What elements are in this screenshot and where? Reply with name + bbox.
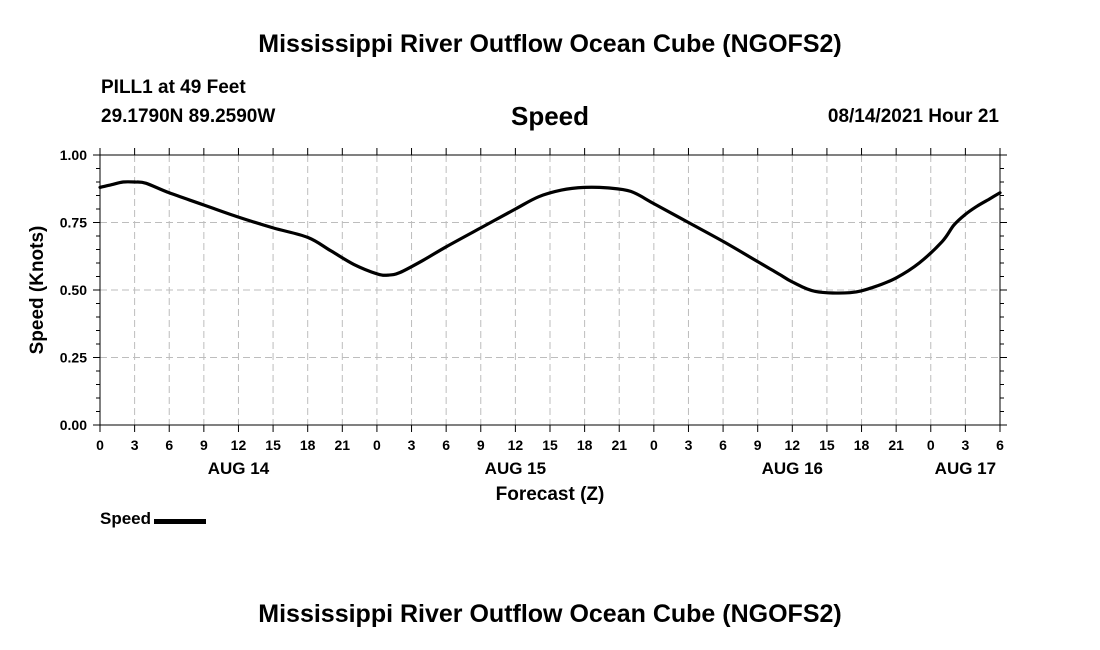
x-tick-label: 6 — [996, 437, 1004, 453]
x-tick-label: 18 — [577, 437, 593, 453]
datetime-label: 08/14/2021 Hour 21 — [827, 106, 999, 127]
x-tick-label: 18 — [300, 437, 316, 453]
legend-swatch — [154, 518, 207, 524]
x-tick-label: 15 — [265, 437, 281, 453]
y-tick-label: 0.50 — [60, 282, 87, 298]
station-label: PILL1 at 49 Feet — [101, 77, 246, 98]
x-tick-label: 0 — [373, 437, 381, 453]
date-label: AUG 16 — [762, 459, 823, 478]
x-tick-label: 3 — [408, 437, 416, 453]
plot-frame — [99, 154, 1001, 426]
x-tick-label: 21 — [335, 437, 351, 453]
chart-title: Speed — [510, 101, 590, 131]
y-tick-label: 1.00 — [60, 147, 87, 163]
x-tick-label: 6 — [719, 437, 727, 453]
x-tick-label: 9 — [200, 437, 208, 453]
x-tick-label: 21 — [611, 437, 627, 453]
x-tick-label: 9 — [477, 437, 485, 453]
date-label: AUG 17 — [935, 459, 996, 478]
x-tick-label: 15 — [819, 437, 835, 453]
x-tick-label: 12 — [508, 437, 524, 453]
date-label: AUG 15 — [485, 459, 546, 478]
y-tick-label: 0.25 — [60, 350, 87, 366]
x-tick-label: 0 — [927, 437, 935, 453]
x-tick-label: 3 — [685, 437, 693, 453]
x-tick-label: 21 — [888, 437, 904, 453]
x-tick-label: 12 — [231, 437, 247, 453]
x-tick-label: 12 — [785, 437, 801, 453]
x-tick-label: 6 — [442, 437, 450, 453]
x-tick-label: 15 — [542, 437, 558, 453]
x-tick-label: 0 — [96, 437, 104, 453]
x-tick-label: 18 — [854, 437, 870, 453]
date-label: AUG 14 — [208, 459, 270, 478]
x-tick-label: 9 — [754, 437, 762, 453]
legend: Speed — [100, 509, 207, 529]
y-axis-title: Speed (Knots) — [27, 226, 48, 355]
footer-title: Mississippi River Outflow Ocean Cube (NG… — [258, 600, 842, 628]
x-tick-label: 3 — [131, 437, 139, 453]
coordinates-label: 29.1790N 89.2590W — [101, 106, 276, 127]
y-tick-label: 0.00 — [60, 417, 87, 433]
legend-label: Speed — [100, 509, 152, 528]
x-tick-label: 0 — [650, 437, 658, 453]
x-tick-label: 6 — [165, 437, 173, 453]
x-tick-label: 3 — [961, 437, 969, 453]
page-title: Mississippi River Outflow Ocean Cube (NG… — [258, 30, 842, 58]
x-axis-title: Forecast (Z) — [496, 484, 605, 505]
y-tick-label: 0.75 — [60, 215, 87, 231]
series-line-speed — [98, 180, 1002, 295]
